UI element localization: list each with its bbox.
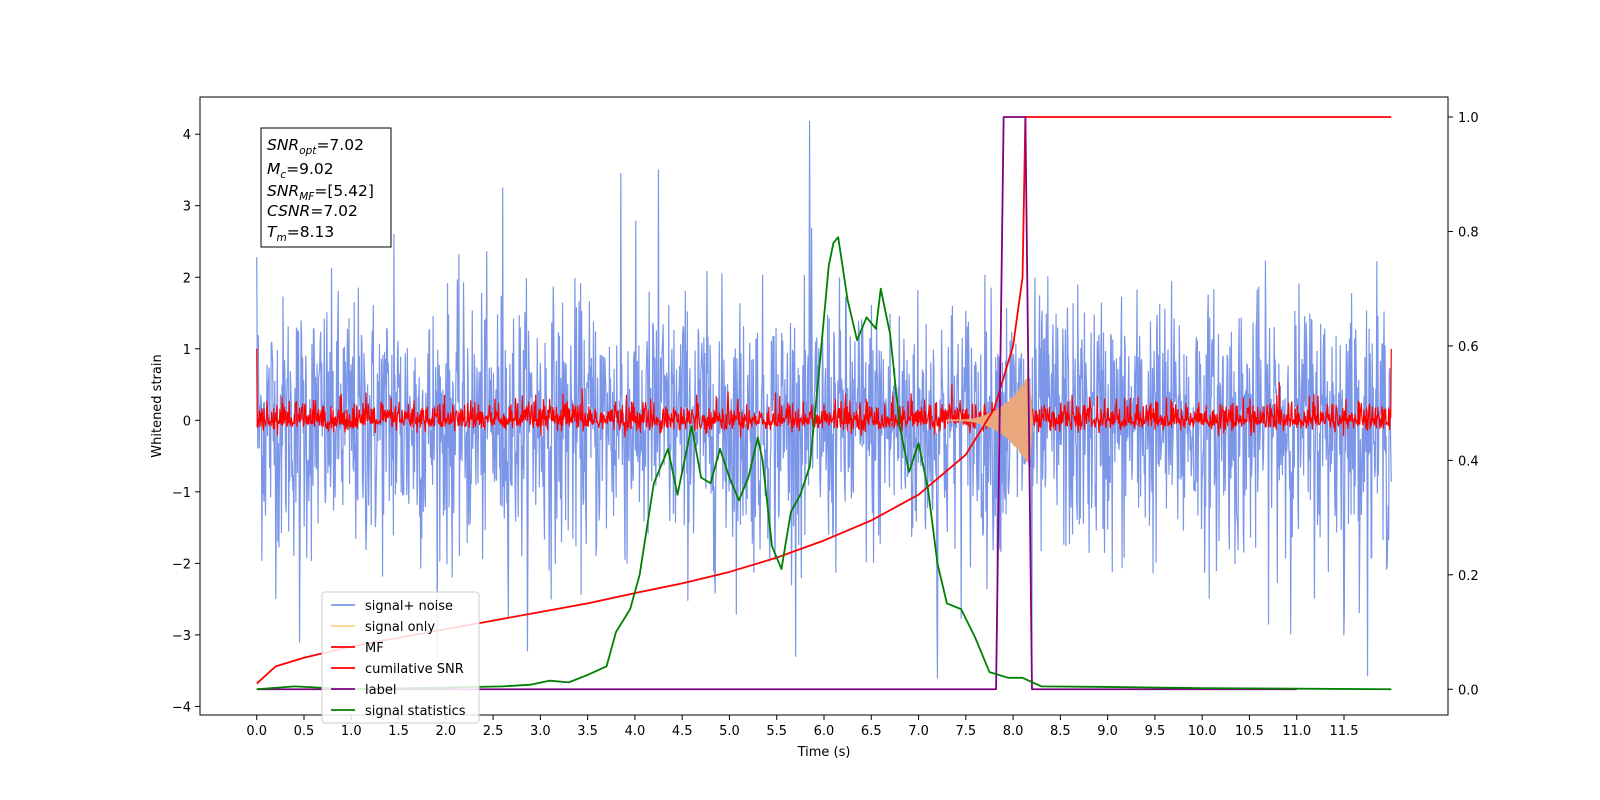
legend-label-cumilative-snr: cumilative SNR [365, 662, 464, 677]
x-axis: 0.0 0.5 1.0 1.5 2.0 2.5 3.0 3.5 4.0 4.5 5.0 5.5 6.0 6… [246, 715, 1358, 739]
x-tick-label: 0.0 [246, 724, 267, 739]
x-tick-label: 5.0 [719, 724, 740, 739]
info-snr-mf: SNRMF=[5.42] [267, 182, 374, 203]
info-box: SNRopt=7.02 Mc=9.02 SNRMF=[5.42] CSNR=7.… [260, 127, 392, 248]
legend-label-signal-statistics: signal statistics [365, 704, 466, 719]
x-tick-label: 7.0 [908, 724, 929, 739]
info-box-frame [260, 127, 392, 248]
legend-label-label: label [365, 683, 396, 698]
y-tick-label: 1 [183, 343, 191, 358]
y2-tick-label: 0.6 [1458, 340, 1479, 355]
x-tick-label: 5.5 [766, 724, 787, 739]
y2-tick-label: 0.4 [1458, 454, 1479, 469]
x-tick-label: 3.0 [530, 724, 551, 739]
series-signal-statistics-line [256, 236, 1392, 691]
info-tm: Tm=8.13 [267, 223, 334, 244]
y-axis-label: Whitened strain [150, 354, 165, 457]
x-tick-label: 2.5 [483, 724, 504, 739]
info-csnr: CSNR=7.02 [267, 202, 358, 220]
y-tick-label: −3 [172, 629, 191, 644]
x-tick-label: 9.5 [1145, 724, 1166, 739]
x-tick-label: 11.5 [1330, 724, 1359, 739]
x-axis-label: Time (s) [797, 745, 851, 760]
legend-label-signal-noise: signal+ noise [365, 599, 453, 614]
y2-tick-label: 0.8 [1458, 225, 1479, 240]
legend: signal+ noise signal only MF cumilative SNR… [321, 591, 480, 724]
y-tick-label: 4 [183, 128, 191, 143]
legend-frame [321, 591, 480, 724]
x-tick-label: 3.5 [577, 724, 598, 739]
x-tick-label: 11.0 [1282, 724, 1311, 739]
y-axis-left: 4 3 2 1 0 −1 −2 −3 −4 [172, 128, 200, 715]
x-tick-label: 6.5 [861, 724, 882, 739]
x-tick-label: 4.0 [625, 724, 646, 739]
legend-label-signal-only: signal only [365, 620, 435, 635]
y-axis-right: 1.0 0.8 0.6 0.4 0.2 0.0 [1448, 111, 1479, 698]
y2-tick-label: 0.2 [1458, 569, 1479, 584]
x-tick-label: 0.5 [294, 724, 315, 739]
x-tick-label: 9.0 [1097, 724, 1118, 739]
y-tick-label: 2 [183, 271, 191, 286]
x-tick-label: 1.0 [341, 724, 362, 739]
x-tick-label: 2.0 [435, 724, 456, 739]
x-tick-label: 8.0 [1003, 724, 1024, 739]
info-snr-opt: SNRopt=7.02 [267, 136, 364, 157]
y-tick-label: −4 [172, 700, 191, 715]
y-tick-label: −1 [172, 486, 191, 501]
series-signal-only-line [946, 376, 1033, 467]
series-label-line [256, 116, 1297, 691]
x-tick-label: 4.5 [672, 724, 693, 739]
x-tick-label: 10.0 [1188, 724, 1217, 739]
y2-tick-label: 1.0 [1458, 111, 1479, 126]
x-tick-label: 8.5 [1050, 724, 1071, 739]
series-mf-line [256, 348, 1392, 438]
legend-label-mf: MF [365, 641, 384, 656]
x-tick-label: 7.5 [955, 724, 976, 739]
y-tick-label: 3 [183, 200, 191, 215]
x-tick-label: 1.5 [388, 724, 409, 739]
x-tick-label: 10.5 [1235, 724, 1264, 739]
series-signal-noise-line [256, 120, 1392, 679]
info-mc: Mc=9.02 [267, 160, 334, 181]
y-tick-label: −2 [172, 557, 191, 572]
x-tick-label: 6.0 [814, 724, 835, 739]
y2-tick-label: 0.0 [1458, 683, 1479, 698]
y-tick-label: 0 [183, 414, 191, 429]
